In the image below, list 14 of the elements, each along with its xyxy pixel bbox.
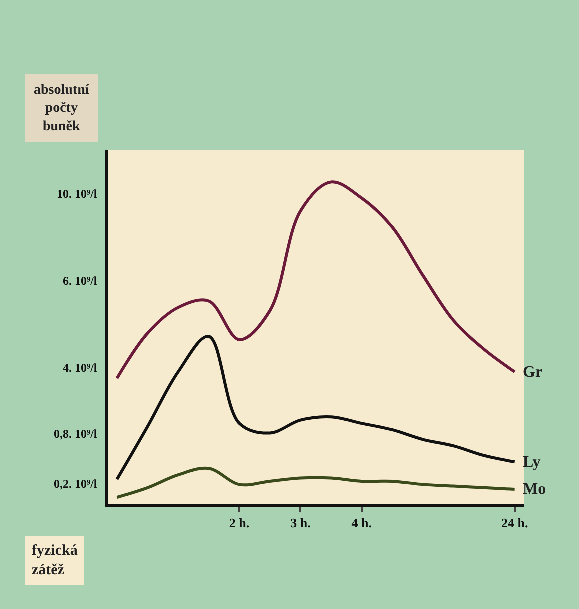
x-tick-label: 24 h. [501,516,528,531]
x-tick-label: 3 h. [290,516,311,531]
x-tick-label: 4 h. [352,516,372,531]
text: 6. 10⁹/l [63,274,98,288]
series-label: Gr [523,364,543,381]
series-label: Mo [523,481,546,498]
text: 4. 10⁹/l [63,361,98,375]
text: 0,8. 10⁹/l [54,427,98,441]
series-label: Ly [523,454,541,471]
y-axis-title: absolutní počty buněk [34,83,90,134]
text: 0,2. 10⁹/l [54,477,98,491]
text: 10. 10⁹/l [57,187,98,201]
x-axis-title: fyzická zátěž [32,543,78,578]
x-tick-label: 2 h. [229,516,250,531]
